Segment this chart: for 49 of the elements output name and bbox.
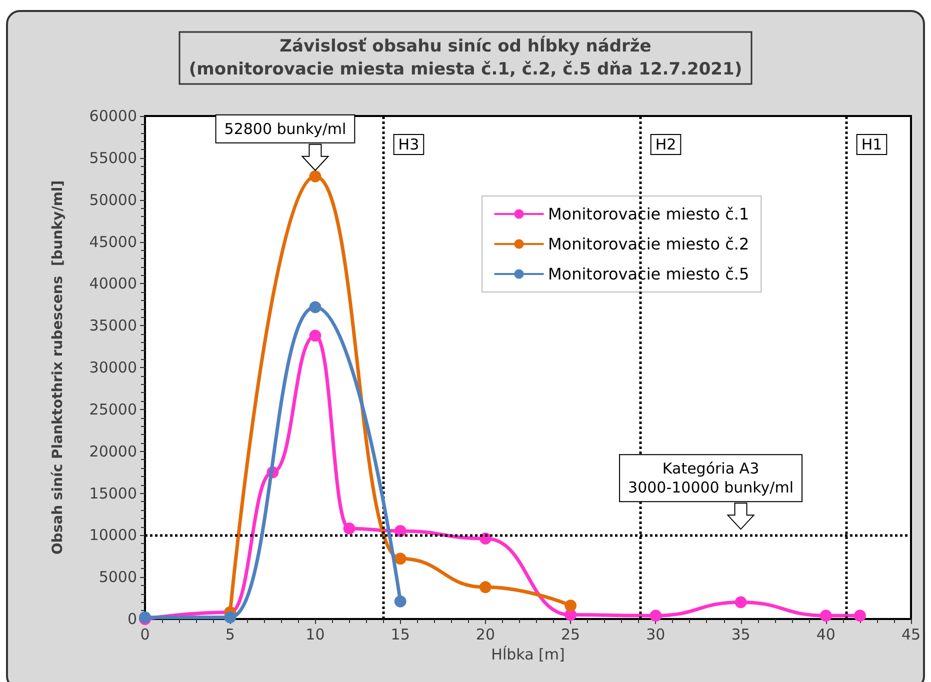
y-tick-label: 45000 [89,232,137,251]
ref-line-label: H3 [398,136,420,154]
annotation: Kategória A3 3000-10000 bunky/ml [628,460,794,497]
y-tick-label: 60000 [89,107,137,125]
y-tick-label: 35000 [89,316,137,335]
point [650,610,662,622]
y-tick-label: 50000 [89,190,137,209]
y-tick-label: 55000 [89,148,137,167]
point [854,610,866,622]
x-tick-label: 20 [476,626,495,644]
point [394,595,406,608]
point [394,524,406,537]
x-tick-label: 10 [306,626,325,644]
x-tick-label: 25 [561,626,580,644]
x-tick-label: 0 [140,626,150,644]
y-tick-label: 0 [127,610,137,628]
x-tick-label: 40 [816,626,836,644]
x-tick-label: 5 [225,626,235,644]
legend-label: Monitorovacie miesto č.1 [548,204,750,224]
point [343,522,356,534]
x-tick-label: 45 [901,626,921,644]
point [564,600,577,612]
y-tick-label: 20000 [89,442,137,460]
point [224,611,236,624]
x-tick-label: 35 [731,626,750,644]
legend-label: Monitorovacie miesto č.2 [548,234,750,254]
annotation: 52800 bunky/ml [224,120,346,138]
y-tick-label: 15000 [89,484,137,502]
y-tick-label: 5000 [98,568,137,586]
y-tick-label: 10000 [89,526,137,544]
point [309,170,322,182]
ref-line-label: H2 [655,136,676,154]
ref-line-label: H1 [861,136,882,154]
chart-subtitle: (monitorovacie miesta miesta č.1, č.2, č.5 dňa 12.7.2021) [188,60,742,80]
point [820,610,832,622]
point [734,596,747,608]
y-tick-label: 40000 [89,274,137,293]
x-tick-label: 15 [390,626,410,644]
point [309,330,322,342]
x-tick-label: 30 [646,626,666,644]
x-axis-title: Hĺbka [m] [491,645,565,664]
point [309,301,322,314]
point [394,552,406,565]
y-axis-title: Obsah siníc Planktothrix rubescens [bunky/ml] [50,180,66,555]
legend-label: Monitorovacie miesto č.5 [548,264,750,284]
y-tick-label: 30000 [89,358,137,376]
chart-title: Závislosť obsahu siníc od hĺbky nádrže [280,36,652,56]
point [479,581,492,594]
y-tick-label: 25000 [89,400,137,418]
